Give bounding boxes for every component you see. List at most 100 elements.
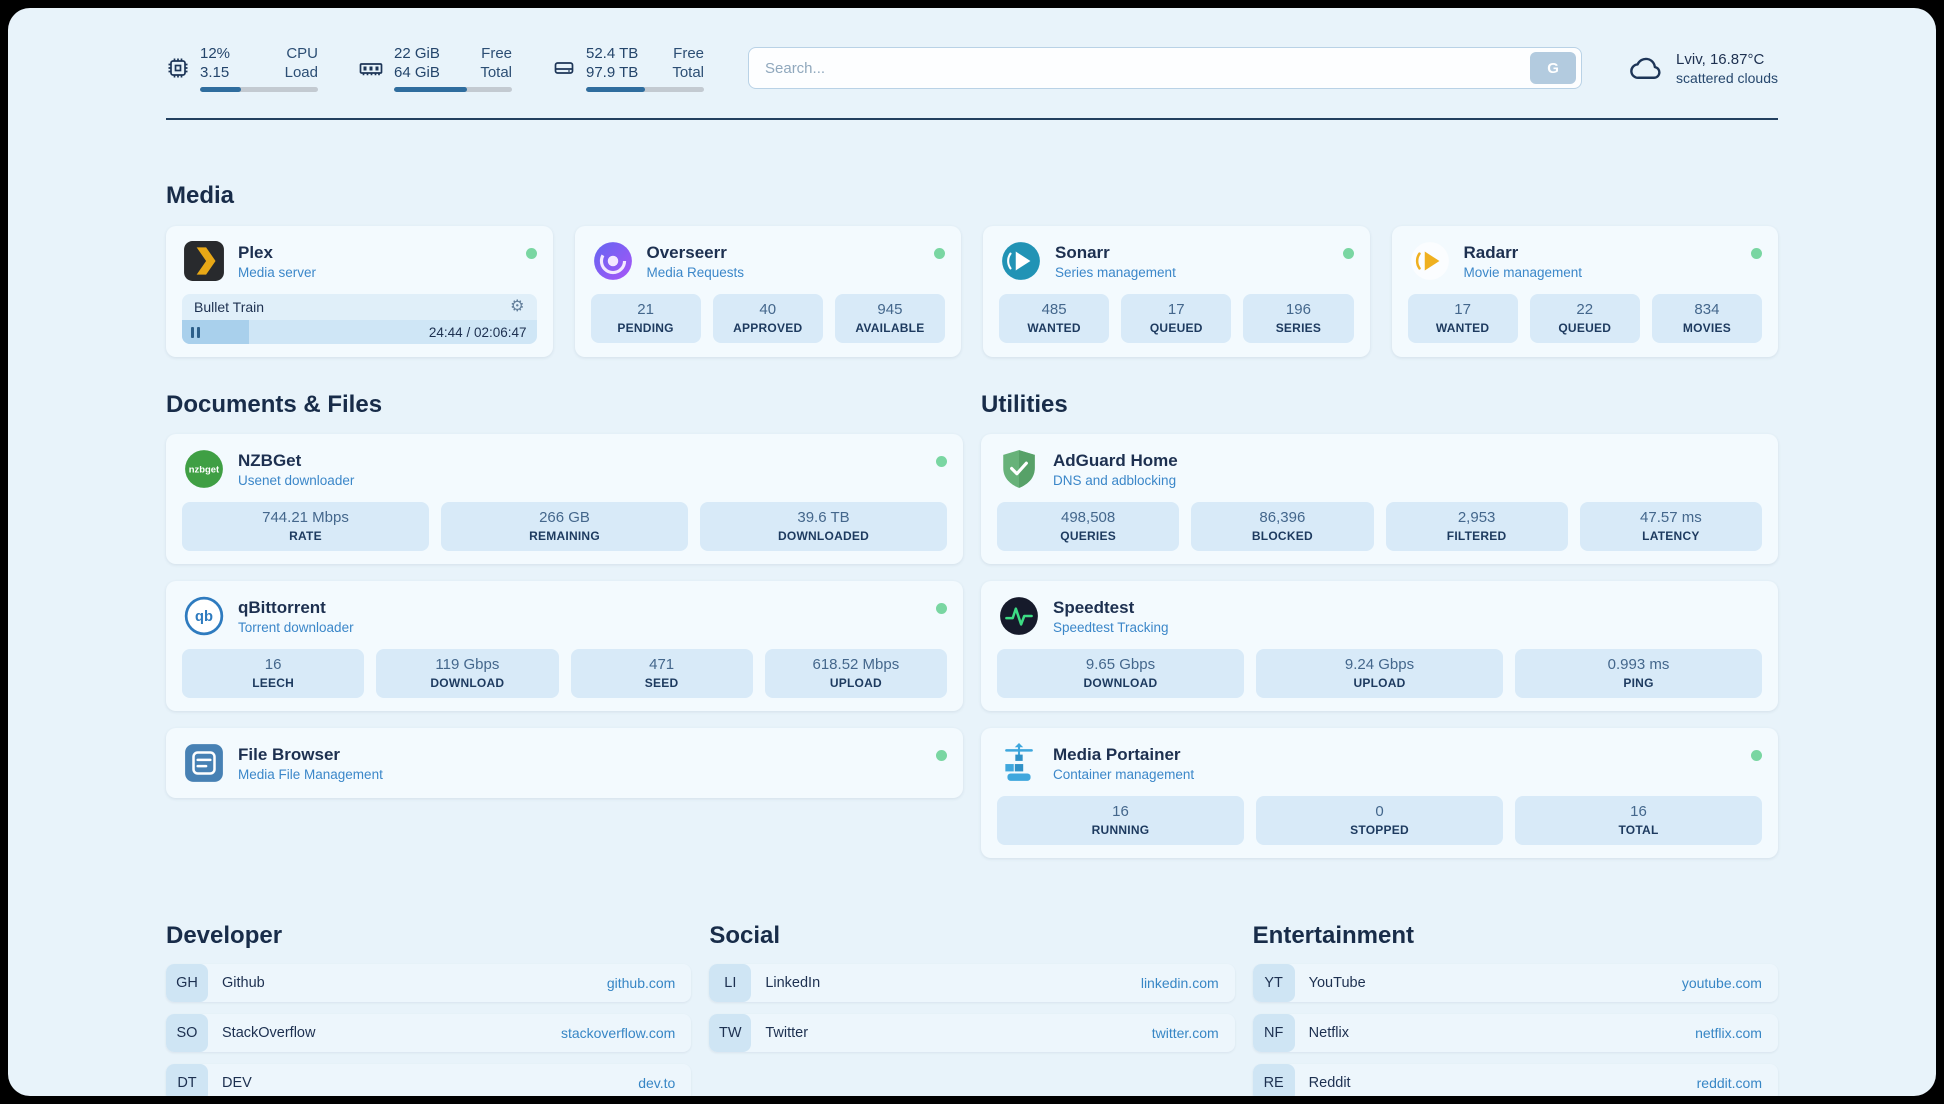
- speedtest-link[interactable]: Speedtest Speedtest Tracking: [997, 594, 1762, 638]
- overseerr-status-dot: [934, 248, 945, 259]
- playback-time: 24:44 / 02:06:47: [428, 324, 527, 340]
- overseerr-subtitle: Media Requests: [646, 264, 745, 280]
- cpu-usage-value: 12%: [200, 45, 231, 62]
- stat-seed: 471 SEED: [570, 649, 753, 698]
- filebrowser-icon: [182, 741, 226, 785]
- qbittorrent-card: qb qBittorrent Torrent downloader 16 LEEC…: [166, 581, 963, 711]
- filebrowser-link[interactable]: File Browser Media File Management: [182, 741, 947, 785]
- speedtest-subtitle: Speedtest Tracking: [1053, 619, 1169, 635]
- radarr-card: Radarr Movie management 17 WANTED 22 QUEUE…: [1391, 226, 1778, 357]
- nzbget-title: NZBGet: [238, 450, 302, 470]
- memory-total-value: 64 GiB: [394, 64, 440, 81]
- filebrowser-subtitle: Media File Management: [238, 766, 383, 782]
- bookmark-linkedin[interactable]: LI LinkedIn linkedin.com: [709, 964, 1235, 1002]
- stat-leech: 16 LEECH: [182, 649, 365, 698]
- filebrowser-status-dot: [936, 750, 947, 761]
- disk-widget: 52.4 TB Free 97.9 TB Total: [552, 44, 704, 92]
- social-group: Social LI LinkedIn linkedin.com TW Twitt…: [709, 922, 1235, 1096]
- sonarr-title: Sonarr: [1055, 242, 1110, 262]
- playback-fill: [182, 320, 250, 344]
- search-provider-button[interactable]: G: [1530, 52, 1577, 84]
- stat-latency: 47.57 ms LATENCY: [1579, 502, 1762, 551]
- utilities-column: Utilities: [981, 391, 1778, 858]
- svg-text:qb: qb: [195, 609, 213, 625]
- radarr-title: Radarr: [1463, 242, 1519, 262]
- speedtest-title: Speedtest: [1053, 597, 1135, 617]
- filebrowser-card: File Browser Media File Management: [166, 728, 963, 798]
- nzbget-link[interactable]: nzbget NZBGet Usenet downloader: [182, 447, 947, 491]
- stat-upload: 618.52 Mbps UPLOAD: [764, 649, 947, 698]
- section-title-documents: Documents & Files: [166, 391, 383, 418]
- radarr-subtitle: Movie management: [1463, 264, 1583, 280]
- overseerr-icon: [591, 239, 635, 283]
- pause-icon[interactable]: [191, 326, 194, 338]
- overseerr-link[interactable]: Overseerr Media Requests: [591, 239, 946, 283]
- stat-pending: 21 PENDING: [590, 294, 701, 343]
- stat-blocked: 86,396 BLOCKED: [1191, 502, 1374, 551]
- section-title-media: Media: [166, 182, 235, 209]
- portainer-link[interactable]: Media Portainer Container management: [997, 741, 1762, 785]
- plex-link[interactable]: Plex Media server: [182, 239, 537, 283]
- bookmark-reddit[interactable]: RE Reddit reddit.com: [1252, 1064, 1778, 1096]
- adguard-icon: [997, 447, 1041, 491]
- bookmark-dev[interactable]: DT DEV dev.to: [166, 1064, 692, 1096]
- bookmark-github[interactable]: GH Github github.com: [166, 964, 692, 1002]
- memory-free-value: 22 GiB: [394, 45, 440, 62]
- stat-queries: 498,508 QUERIES: [997, 502, 1180, 551]
- stat-ping: 0.993 ms PING: [1515, 649, 1762, 698]
- sonarr-link[interactable]: Sonarr Series management: [999, 239, 1354, 283]
- stat-wanted: 17 WANTED: [1407, 294, 1518, 343]
- search-input[interactable]: [765, 59, 1531, 77]
- cpu-load-label: Load: [284, 64, 318, 81]
- disk-free-value: 52.4 TB: [586, 45, 639, 62]
- stat-available: 945 AVAILABLE: [834, 294, 946, 343]
- stat-download: 119 Gbps DOWNLOAD: [376, 649, 559, 698]
- section-title-developer: Developer: [166, 922, 283, 949]
- cloud-icon: [1628, 53, 1664, 83]
- qbittorrent-link[interactable]: qb qBittorrent Torrent downloader: [182, 594, 947, 638]
- top-bar: 12% CPU 3.15 Load: [166, 44, 1778, 92]
- sonarr-subtitle: Series management: [1055, 264, 1176, 280]
- bookmark-twitter[interactable]: TW Twitter twitter.com: [709, 1014, 1235, 1052]
- stat-filtered: 2,953 FILTERED: [1385, 502, 1568, 551]
- resource-widgets: 12% CPU 3.15 Load: [166, 44, 704, 92]
- bookmark-youtube[interactable]: YT YouTube youtube.com: [1252, 964, 1778, 1002]
- radarr-icon: [1408, 239, 1452, 283]
- qbittorrent-status-dot: [936, 603, 947, 614]
- svg-text:nzbget: nzbget: [189, 465, 220, 476]
- netflix-abbr: NF: [1252, 1014, 1295, 1052]
- stat-wanted: 485 WANTED: [999, 294, 1110, 343]
- cpu-progress-bar: [200, 87, 318, 92]
- stat-remaining: 266 GB REMAINING: [441, 502, 688, 551]
- search-bar[interactable]: G: [748, 47, 1583, 89]
- qbittorrent-icon: qb: [182, 594, 226, 638]
- adguard-subtitle: DNS and adblocking: [1053, 472, 1177, 488]
- adguard-title: AdGuard Home: [1053, 450, 1178, 470]
- portainer-title: Media Portainer: [1053, 744, 1181, 764]
- cpu-icon: [166, 56, 190, 80]
- bookmark-netflix[interactable]: NF Netflix netflix.com: [1252, 1014, 1778, 1052]
- adguard-link[interactable]: AdGuard Home DNS and adblocking: [997, 447, 1762, 491]
- bookmark-stackoverflow[interactable]: SO StackOverflow stackoverflow.com: [166, 1014, 692, 1052]
- plex-icon: [182, 239, 226, 283]
- stat-approved: 40 APPROVED: [712, 294, 823, 343]
- playback-progress-bar[interactable]: 24:44 / 02:06:47: [182, 320, 537, 344]
- stat-movies: 834 MOVIES: [1651, 294, 1763, 343]
- weather-location: Lviv, 16.87°C: [1676, 50, 1765, 68]
- sonarr-card: Sonarr Series management 485 WANTED 17 QUE…: [983, 226, 1370, 357]
- sonarr-icon: [999, 239, 1043, 283]
- developer-group: Developer GH Github github.com SO StackO…: [166, 922, 692, 1096]
- reddit-abbr: RE: [1252, 1064, 1295, 1096]
- radarr-link[interactable]: Radarr Movie management: [1408, 239, 1763, 283]
- stat-total: 16 TOTAL: [1515, 796, 1762, 845]
- adguard-card: AdGuard Home DNS and adblocking 498,508 Q…: [981, 434, 1778, 564]
- sonarr-status-dot: [1342, 248, 1354, 259]
- youtube-abbr: YT: [1252, 964, 1295, 1002]
- cpu-usage-label: CPU: [286, 45, 318, 62]
- section-title-utilities: Utilities: [981, 391, 1068, 418]
- gear-icon[interactable]: ⚙: [510, 298, 525, 315]
- stat-queued: 17 QUEUED: [1121, 294, 1232, 343]
- stat-series: 196 SERIES: [1243, 294, 1354, 343]
- stackoverflow-abbr: SO: [166, 1014, 208, 1052]
- plex-subtitle: Media server: [238, 264, 317, 280]
